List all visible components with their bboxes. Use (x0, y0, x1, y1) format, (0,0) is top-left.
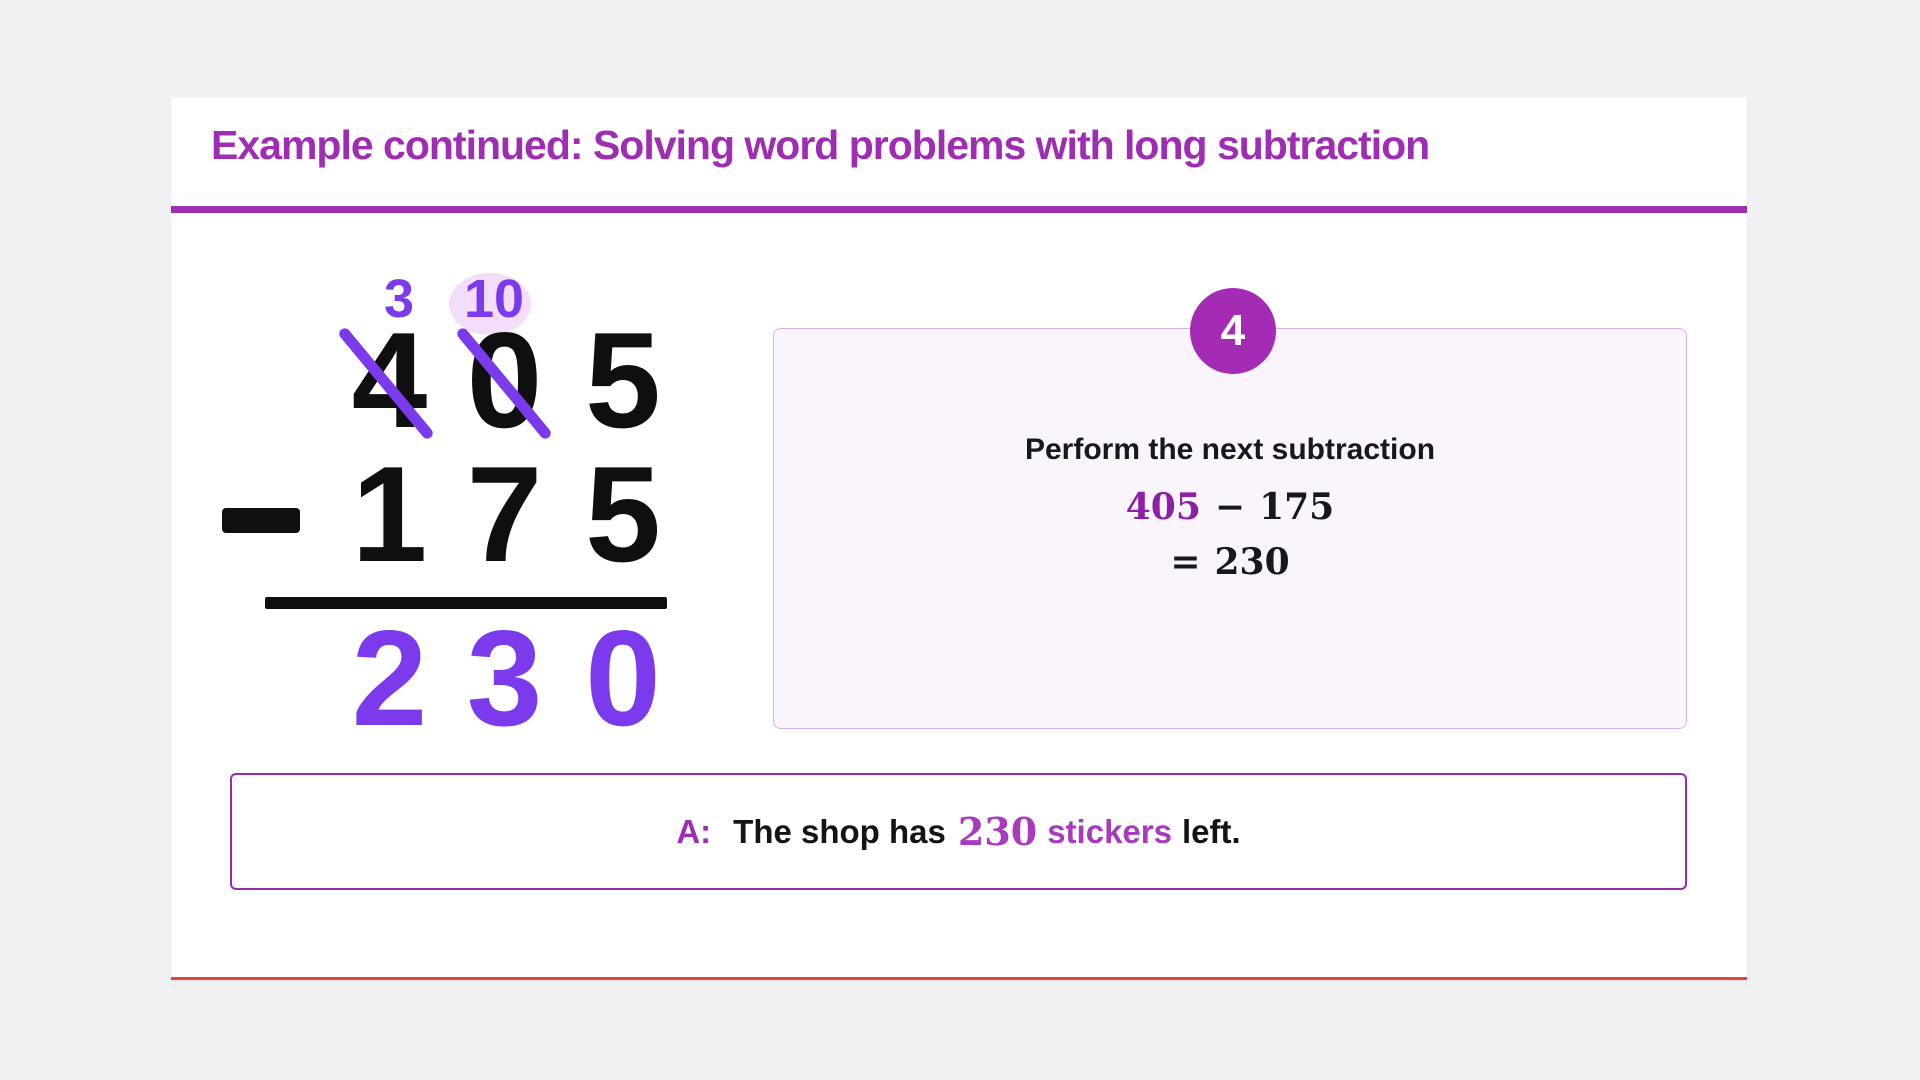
result-digit-hundreds: 2 (351, 602, 428, 754)
subtrahend-digit-tens: 7 (466, 438, 543, 590)
answer-highlight-word: stickers (1047, 812, 1172, 850)
slide-title: Example continued: Solving word problems… (211, 122, 1430, 168)
subtrahend-row: 1 7 5 (333, 446, 683, 582)
step-instruction: Perform the next subtraction (1024, 433, 1436, 466)
subtrahend-digit-ones: 5 (585, 438, 661, 590)
answer-box: A: The shop has 230 stickers left. (230, 773, 1687, 890)
result-digit-ones: 0 (585, 602, 661, 754)
answer-prefix: A: (676, 812, 712, 850)
result-digit-tens: 3 (466, 602, 543, 754)
equation-minuend: 405 (1125, 486, 1201, 528)
subtrahend-digit-hundreds: 1 (351, 438, 428, 590)
step-card (773, 328, 1687, 729)
equation-equals: = (1170, 541, 1201, 583)
subtraction-rule-line (265, 597, 667, 609)
minus-sign (222, 508, 300, 533)
equation-line-2: = 230 (773, 544, 1687, 580)
equation-operator: − (1214, 486, 1246, 528)
equation-line-1: 405−175 (773, 489, 1687, 525)
title-divider (171, 206, 1747, 213)
equation-subtrahend: 175 (1259, 486, 1335, 528)
carry-highlight-circle (449, 273, 531, 335)
answer-text-before: The shop has (733, 812, 946, 850)
equation-result: 230 (1214, 541, 1290, 583)
carry-digit-ones-borrow: 10 (463, 269, 525, 329)
minuend-digit-ones: 5 (585, 304, 661, 456)
slide-card: Example continued: Solving word problems… (171, 97, 1747, 980)
answer-text-after: left. (1181, 812, 1241, 850)
step-number-badge: 4 (1190, 288, 1276, 374)
answer-highlight-number: 230 (957, 809, 1038, 854)
step-number: 4 (1220, 306, 1246, 355)
result-row: 2 3 0 (333, 610, 683, 746)
answer-text: A: The shop has 230 stickers left. (676, 775, 1240, 888)
carry-digit-tens: 3 (383, 269, 415, 329)
